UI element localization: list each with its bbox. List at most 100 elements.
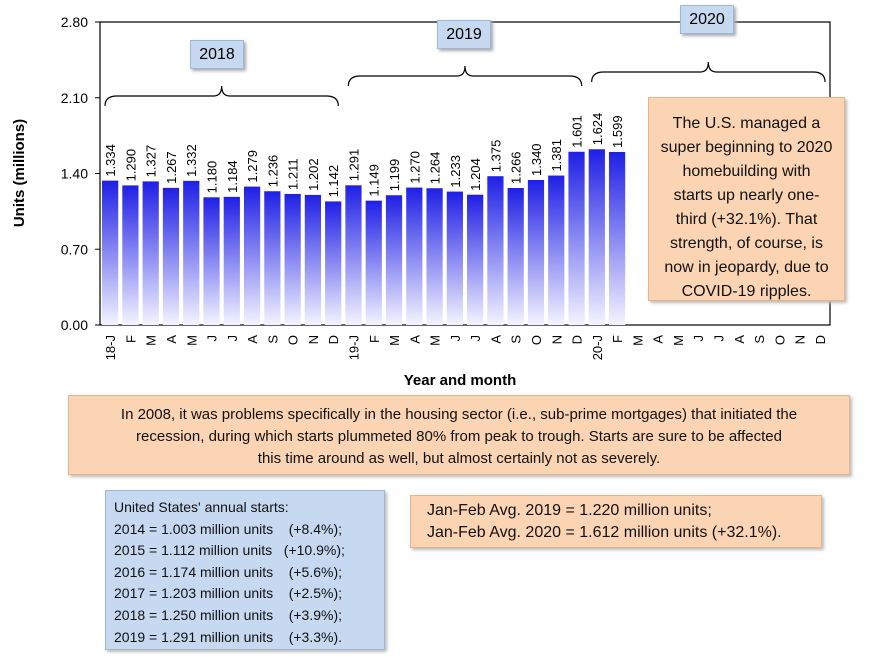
y-axis-label: Units (millions) (11, 119, 28, 227)
x-tick-label: J (468, 335, 483, 342)
x-axis-label: Year and month (404, 372, 517, 389)
note-line: Jan-Feb Avg. 2020 = 1.612 million units … (427, 524, 782, 541)
note-line: starts up nearly one- (673, 187, 820, 204)
value-label: 1.202 (306, 158, 321, 191)
bar (304, 194, 322, 325)
bar (102, 180, 119, 325)
note-line: In 2008, it was problems specifically in… (120, 406, 798, 423)
x-tick-label: O (772, 335, 787, 345)
value-label: 1.332 (184, 144, 199, 177)
bar (122, 185, 139, 325)
x-tick-label: D (813, 335, 828, 344)
value-label: 1.204 (468, 158, 483, 191)
x-tick-label: A (407, 335, 422, 344)
x-tick-label: M (144, 335, 159, 346)
x-tick-label: A (651, 335, 666, 344)
x-tick-label: N (549, 335, 564, 344)
y-tick-label: 2.10 (61, 90, 88, 106)
note-line: third (+32.1%). That (675, 211, 818, 228)
year-label: 2018 (190, 40, 244, 69)
year-label: 2019 (437, 20, 491, 49)
value-label: 1.340 (529, 143, 544, 176)
value-label: 1.334 (103, 144, 118, 177)
x-tick-label: D (570, 335, 585, 344)
bar (183, 180, 200, 325)
note-line: 2016 = 1.174 million units (+5.6%); (114, 563, 343, 580)
x-tick-label: O (286, 335, 301, 345)
note-line: The U.S. managed a (672, 115, 821, 132)
year-label: 2020 (680, 5, 734, 34)
x-tick-label: F (610, 335, 625, 343)
x-tick-label: 19-J (346, 335, 361, 360)
x-tick-label: S (265, 335, 280, 344)
value-label: 1.264 (428, 152, 443, 185)
bar (527, 179, 545, 325)
x-tick-label: F (123, 335, 138, 343)
x-tick-label: A (164, 335, 179, 344)
bar (264, 191, 281, 325)
x-tick-label: M (184, 335, 199, 346)
bar (223, 196, 240, 325)
value-label: 1.381 (549, 139, 564, 172)
x-tick-label: A (488, 335, 503, 344)
y-tick-label: 2.80 (61, 14, 88, 30)
value-label: 1.290 (123, 149, 138, 182)
y-tick-label: 0.00 (61, 317, 88, 333)
note-line: 2015 = 1.112 million units (+10.9%); (114, 542, 345, 559)
bar (608, 151, 626, 325)
x-tick-label: N (306, 335, 321, 344)
note-line: recession, during which starts plummeted… (136, 428, 782, 445)
bar (142, 181, 159, 325)
note-line: 2018 = 1.250 million units (+3.9%); (114, 606, 343, 623)
value-label: 1.180 (205, 161, 220, 194)
brace (347, 65, 583, 87)
note-line: homebuilding with (682, 163, 811, 180)
x-tick-label: J (448, 335, 463, 342)
note-line: 2017 = 1.203 million units (+2.5%); (114, 585, 343, 602)
x-tick-label: M (630, 335, 645, 346)
x-tick-label: J (711, 335, 726, 342)
note-line: COVID-19 ripples. (681, 283, 812, 300)
bar (243, 186, 261, 325)
x-tick-label: A (732, 335, 747, 344)
value-label: 1.279 (245, 150, 260, 183)
note-middle: In 2008, it was problems specifically in… (68, 395, 850, 475)
x-tick-label: M (671, 335, 686, 346)
note-line: strength, of course, is (670, 235, 823, 252)
note-line: United States' annual starts: (114, 499, 289, 515)
note-right: The U.S. managed a super beginning to 202… (648, 97, 845, 301)
value-label: 1.267 (164, 151, 179, 184)
x-tick-label: 20-J (590, 335, 605, 360)
x-tick-label: D (326, 335, 341, 344)
bar (568, 151, 585, 325)
note-avg: Jan-Feb Avg. 2019 = 1.220 million units;… (410, 495, 822, 548)
bar (487, 176, 504, 325)
x-tick-label: N (793, 335, 808, 344)
bar (588, 149, 605, 325)
value-label: 1.184 (225, 160, 240, 193)
x-tick-label: F (367, 335, 382, 343)
x-tick-label: A (245, 335, 260, 344)
value-label: 1.142 (326, 165, 341, 198)
value-label: 1.211 (286, 158, 301, 190)
x-tick-label: M (428, 335, 443, 346)
value-label: 1.375 (488, 140, 503, 173)
bar (548, 175, 565, 325)
x-tick-label: M (387, 335, 402, 346)
bar (507, 188, 524, 325)
value-label: 1.599 (610, 115, 625, 148)
x-tick-label: J (205, 335, 220, 342)
x-tick-label: J (225, 335, 240, 342)
value-label: 1.624 (590, 113, 605, 146)
value-label: 1.233 (448, 155, 463, 188)
note-line: this time around as well, but almost cer… (257, 450, 661, 467)
value-label: 1.291 (346, 149, 361, 182)
x-tick-label: J (691, 335, 706, 342)
bar (406, 187, 423, 325)
note-line: 2014 = 1.003 million units (+8.4%); (114, 520, 343, 537)
note-line: Jan-Feb Avg. 2019 = 1.220 million units; (427, 502, 712, 519)
bar (162, 187, 180, 325)
bar (345, 185, 362, 325)
x-tick-label: S (752, 335, 767, 344)
bar (385, 195, 403, 325)
